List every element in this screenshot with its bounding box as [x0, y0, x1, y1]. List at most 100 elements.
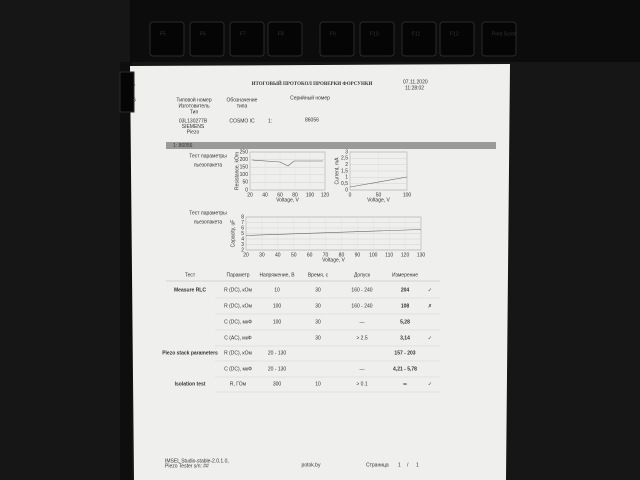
- curve: [251, 159, 323, 167]
- section-band: [166, 142, 496, 149]
- cell: 100: [273, 303, 282, 309]
- cell: C (DC), мкФ: [224, 366, 252, 372]
- x-tick-label: 70: [323, 252, 329, 258]
- status: ✗: [428, 303, 432, 309]
- section-title: пьезопакета: [194, 162, 223, 168]
- column-header: Время, с: [308, 272, 329, 278]
- cell: —: [360, 366, 365, 372]
- cell: 160 - 240: [351, 303, 372, 309]
- key: [189, 21, 225, 57]
- key-label: F10: [370, 31, 379, 37]
- key-label: F6: [200, 31, 206, 37]
- cell: Piezo stack parameters: [162, 350, 218, 356]
- x-tick-label: 40: [275, 252, 281, 258]
- key-label: F9: [330, 31, 336, 37]
- cell: Measure RLC: [174, 287, 206, 293]
- software: Piezo Tester s/n: ##: [165, 463, 209, 469]
- x-tick-label: 110: [385, 252, 393, 258]
- date: 07.11.2020: [403, 79, 428, 85]
- x-tick-label: 100: [369, 252, 378, 258]
- time: 11:28:02: [405, 85, 424, 91]
- y-tick-label: 200: [240, 157, 249, 163]
- separator: /: [407, 462, 409, 468]
- x-tick-label: 80: [339, 252, 345, 258]
- cell: 5,28: [400, 319, 410, 325]
- cell: C (AC), мкФ: [224, 335, 252, 341]
- cell: 10: [315, 381, 321, 387]
- y-tick-label: 4: [241, 236, 244, 242]
- key-label: F12: [450, 31, 459, 37]
- column-header: Тест: [185, 272, 196, 278]
- x-tick-label: 50: [376, 192, 382, 198]
- cell: ∞: [403, 381, 407, 387]
- status: ✓: [428, 287, 432, 293]
- page-label: Страница: [366, 462, 389, 468]
- curve: [245, 229, 422, 236]
- position: 1:: [268, 118, 272, 124]
- y-tick-label: 150: [240, 165, 249, 171]
- column-header: Допуск: [354, 272, 371, 278]
- cell: 100: [273, 319, 282, 325]
- designation-value: COSMO IC: [229, 118, 255, 124]
- column-header: Параметр: [226, 272, 249, 278]
- y-tick-label: 7: [241, 220, 244, 226]
- type-label: Изготовитель: [178, 103, 210, 109]
- x-tick-label: 60: [307, 252, 313, 258]
- cell: 30: [315, 335, 321, 341]
- cell: 4,21 - 5,78: [393, 366, 417, 372]
- y-tick-label: 100: [240, 172, 249, 178]
- cell: 160 - 240: [351, 287, 372, 293]
- y-tick-label: 2: [345, 162, 348, 168]
- keyboard-side: [120, 62, 132, 480]
- key: [439, 21, 475, 57]
- y-tick-label: 1: [345, 175, 348, 181]
- y-tick-label: 2: [241, 247, 244, 253]
- x-tick-label: 0: [349, 192, 352, 198]
- column-header: Напряжение, В: [259, 272, 295, 278]
- x-axis-label: Voltage, V: [367, 197, 390, 203]
- key-label: F8: [278, 31, 284, 37]
- x-tick-label: 30: [259, 252, 265, 258]
- y-axis-label: Resistance, kOm: [234, 152, 240, 190]
- x-axis-label: Voltage, V: [322, 257, 345, 263]
- pages: 1: [416, 462, 419, 468]
- y-tick-label: 0: [245, 187, 248, 193]
- y-tick-label: 0,5: [341, 181, 348, 187]
- key-label: 6: [133, 97, 136, 103]
- type-label: Типовой номер: [176, 96, 211, 103]
- y-tick-label: 3: [345, 149, 348, 155]
- y-tick-label: 0: [345, 187, 348, 193]
- x-tick-label: 20: [243, 252, 249, 258]
- x-tick-label: 100: [403, 192, 412, 198]
- x-tick-label: 80: [292, 192, 298, 198]
- key-label: Print Scree: [492, 31, 517, 37]
- cell: R (DC), кОм: [224, 287, 252, 293]
- cell: R (DC), кОм: [224, 303, 252, 309]
- x-tick-label: 60: [277, 192, 283, 198]
- cell: 10: [274, 287, 280, 293]
- paper: [130, 64, 510, 480]
- key: [359, 21, 395, 57]
- x-tick-label: 120: [321, 192, 330, 198]
- y-tick-label: 5: [241, 231, 244, 237]
- key: [319, 21, 355, 57]
- y-tick-label: 250: [240, 149, 249, 155]
- x-tick-label: 90: [355, 252, 361, 258]
- title: ИТОГОВЫЙ ПРОТОКОЛ ПРОВЕРКИ ФОРСУНКИ: [252, 81, 373, 87]
- x-tick-label: 40: [262, 192, 268, 198]
- status: ✓: [428, 335, 432, 341]
- cell: 30: [315, 303, 321, 309]
- x-tick-label: 120: [401, 252, 410, 258]
- curve: [349, 176, 408, 188]
- y-tick-label: 50: [242, 180, 248, 186]
- cell: 157 - 203: [394, 350, 415, 356]
- section-title: пьезопакета: [194, 219, 223, 225]
- status: ✓: [428, 381, 432, 387]
- cell: 30: [315, 319, 321, 325]
- key: [229, 21, 265, 57]
- key: [481, 21, 517, 57]
- cell: > 2.5: [356, 335, 367, 341]
- y-tick-label: 6: [241, 225, 244, 231]
- x-tick-label: 100: [306, 192, 315, 198]
